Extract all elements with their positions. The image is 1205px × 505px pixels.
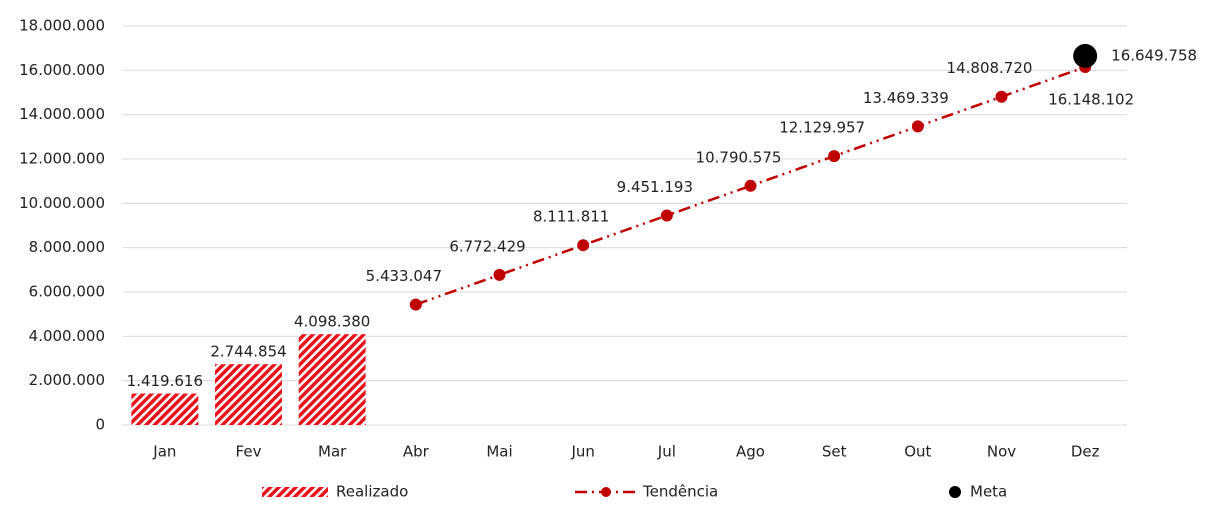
legend-label: Meta <box>970 483 1007 501</box>
data-label: 6.772.429 <box>449 237 525 255</box>
y-tick-label: 8.000.000 <box>29 238 105 256</box>
line-point <box>660 209 673 222</box>
legend-swatch <box>262 487 328 497</box>
trend-line <box>415 65 1086 306</box>
y-tick-label: 6.000.000 <box>29 283 105 301</box>
x-tick-label: Out <box>904 443 931 461</box>
data-label: 2.744.854 <box>210 343 286 361</box>
bar <box>131 393 199 425</box>
data-label: 4.098.380 <box>294 313 370 331</box>
line-point <box>744 179 757 192</box>
y-tick-label: 16.000.000 <box>19 61 105 79</box>
x-tick-label: Jul <box>657 443 676 461</box>
y-tick-label: 10.000.000 <box>19 194 105 212</box>
data-label: 13.469.339 <box>863 89 949 107</box>
x-tick-label: Set <box>822 443 847 461</box>
x-tick-label: Abr <box>403 443 430 461</box>
x-tick-label: Fev <box>236 443 262 461</box>
x-tick-label: Mai <box>486 443 512 461</box>
line-point <box>828 150 841 163</box>
x-tick-label: Ago <box>736 443 765 461</box>
x-tick-label: Jun <box>570 443 594 461</box>
y-tick-label: 18.000.000 <box>19 17 105 35</box>
legend-label: Tendência <box>642 483 718 501</box>
x-tick-label: Dez <box>1071 443 1100 461</box>
data-label: 10.790.575 <box>696 148 782 166</box>
y-tick-label: 0 <box>95 416 105 434</box>
y-tick-label: 14.000.000 <box>19 105 105 123</box>
data-label: 16.649.758 <box>1111 46 1197 64</box>
y-tick-label: 2.000.000 <box>29 371 105 389</box>
legend-swatch <box>949 486 961 498</box>
data-label: 16.148.102 <box>1048 91 1134 109</box>
data-label: 1.419.616 <box>127 372 203 390</box>
line-point <box>911 120 924 133</box>
goal-point <box>1073 43 1098 68</box>
x-tick-label: Jan <box>152 443 176 461</box>
data-label: 5.433.047 <box>366 267 442 285</box>
line-point <box>577 239 590 252</box>
line-point <box>995 90 1008 103</box>
y-tick-label: 12.000.000 <box>19 150 105 168</box>
data-label: 9.451.193 <box>617 178 693 196</box>
x-tick-label: Mar <box>318 443 347 461</box>
bar <box>215 364 282 425</box>
legend-label: Realizado <box>336 483 408 501</box>
data-label: 14.808.720 <box>947 59 1033 77</box>
line-point <box>493 268 506 281</box>
x-tick-label: Nov <box>987 443 1016 461</box>
data-label: 12.129.957 <box>779 119 865 137</box>
line-point <box>409 298 422 311</box>
bar <box>298 334 366 425</box>
y-tick-label: 4.000.000 <box>29 327 105 345</box>
legend-swatch <box>601 487 611 497</box>
data-label: 8.111.811 <box>533 208 609 226</box>
